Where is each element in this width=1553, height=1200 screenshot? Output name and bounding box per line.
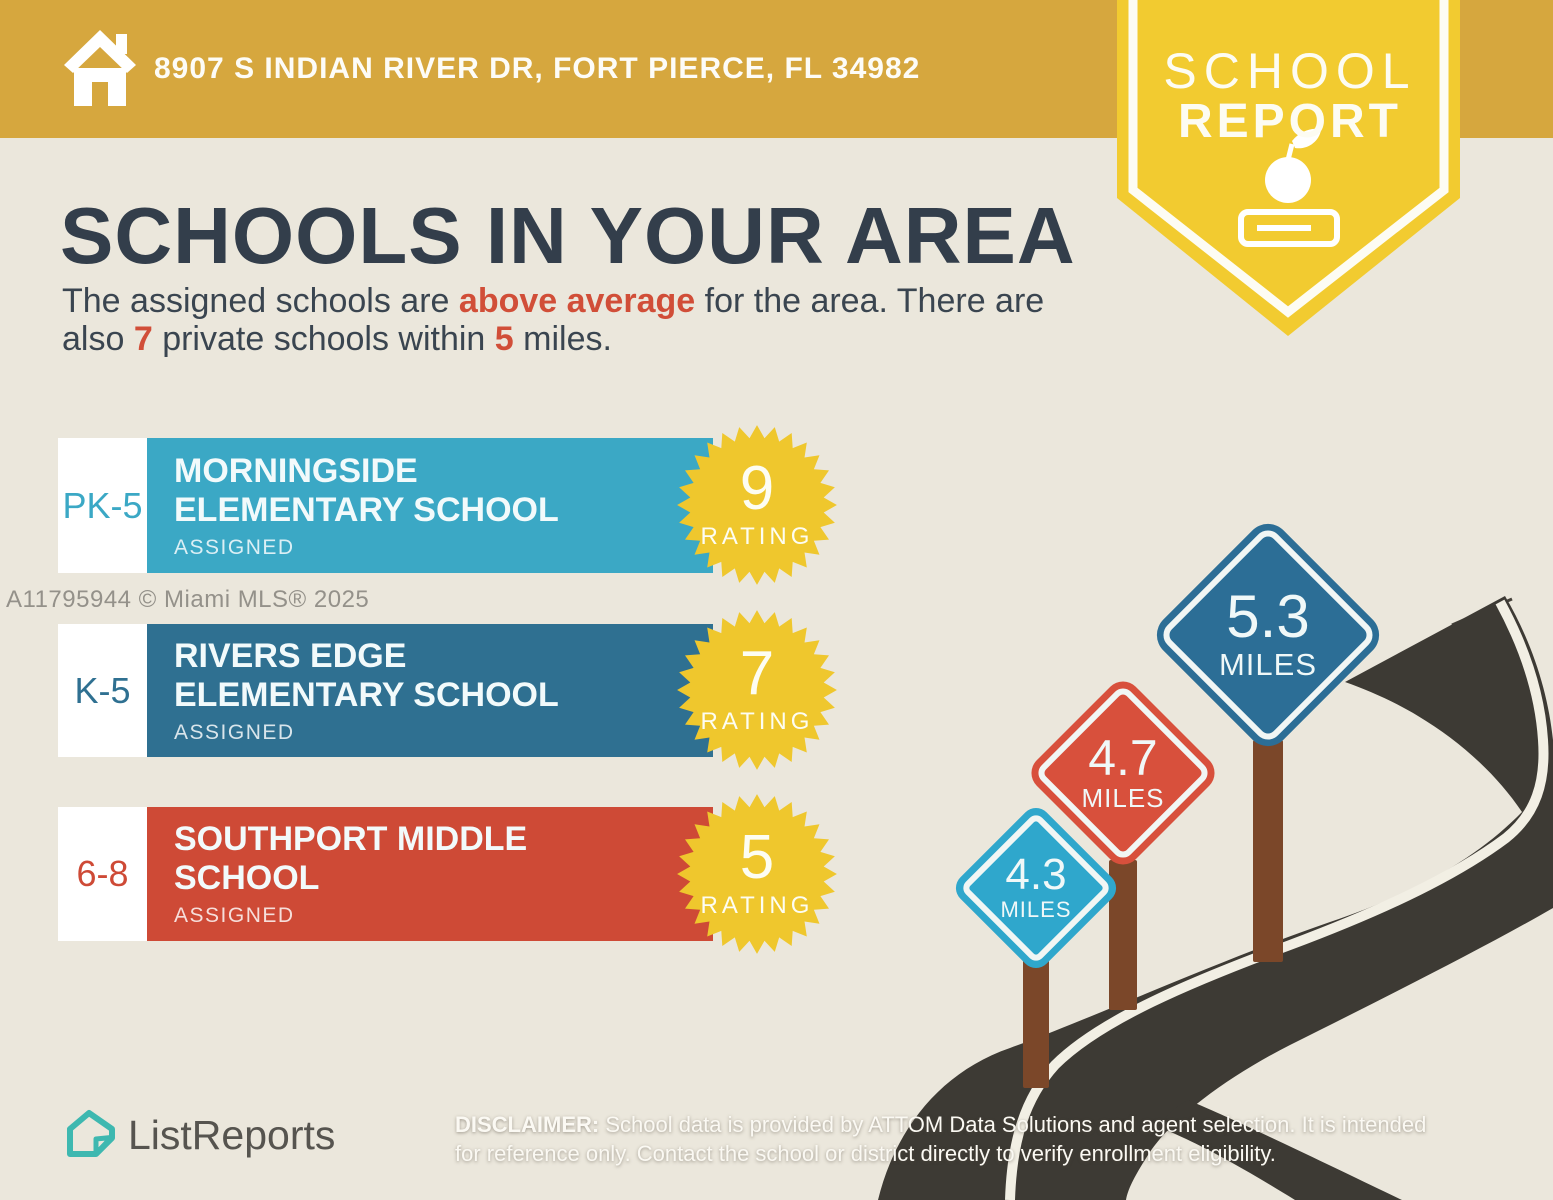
starburst-icon — [677, 794, 837, 954]
book-icon — [1238, 209, 1340, 247]
property-address: 8907 S INDIAN RIVER DR, FORT PIERCE, FL … — [154, 52, 921, 85]
subtitle-segment: The assigned schools are — [62, 282, 459, 320]
summary-text: The assigned schools are above average f… — [62, 282, 1077, 358]
road-lower-band — [1158, 1100, 1402, 1200]
school-row-morningside: PK-5 MORNINGSIDE ELEMENTARY SCHOOL ASSIG… — [58, 438, 848, 573]
school-bar: SOUTHPORT MIDDLE SCHOOL ASSIGNED — [147, 807, 713, 941]
school-row-southport: 6-8 SOUTHPORT MIDDLE SCHOOL ASSIGNED — [58, 807, 848, 941]
starburst-icon — [677, 610, 837, 770]
rating-text: 7 RATING — [672, 605, 842, 775]
rating-label: RATING — [700, 892, 814, 919]
sign-miles-unit: MILES — [1218, 647, 1318, 682]
subtitle-segment: for the area. There are also — [62, 282, 1045, 358]
disclaimer-line2: for reference only. Contact the school o… — [455, 1141, 1276, 1166]
grade-range: 6-8 — [76, 853, 129, 894]
school-name: MORNINGSIDE ELEMENTARY SCHOOL — [174, 451, 559, 529]
disclaimer: DISCLAIMER: School data is provided by A… — [455, 1110, 1426, 1168]
subtitle-segment: private schools within — [152, 320, 495, 358]
brand-name: ListReports — [128, 1112, 336, 1158]
school-report-ribbon — [1117, 0, 1460, 336]
school-name: SOUTHPORT MIDDLE SCHOOL — [174, 820, 528, 897]
rating-text: 5 RATING — [672, 789, 842, 959]
rating-label: RATING — [700, 523, 814, 550]
rating-badge: 7 RATING — [672, 605, 842, 775]
rating-badge: 9 RATING — [672, 420, 842, 590]
grade-range-box: PK-5 — [58, 438, 147, 573]
badge-title-line1: SCHOOL — [1163, 43, 1417, 99]
sign-post-cyan — [1023, 960, 1049, 1088]
rating-label: RATING — [700, 708, 814, 735]
disclaimer-text: School data is provided by ATTOM Data So… — [599, 1112, 1427, 1137]
subtitle-segment: miles. — [513, 320, 612, 358]
home-icon — [64, 30, 136, 106]
listreports-house-icon — [67, 1110, 115, 1157]
rating-value: 5 — [739, 823, 775, 892]
subtitle-segment: 7 — [133, 320, 153, 358]
assigned-label: ASSIGNED — [174, 535, 295, 559]
grade-range-box: K-5 — [58, 624, 147, 757]
sign-miles-unit: MILES — [1081, 782, 1165, 813]
rating-badge: 5 RATING — [672, 789, 842, 959]
grade-range-box: 6-8 — [58, 807, 147, 941]
disclaimer-label: DISCLAIMER: — [455, 1112, 600, 1137]
subtitle-segment: above average — [458, 282, 696, 320]
mls-watermark: A11795944 © Miami MLS® 2025 — [6, 586, 370, 613]
subtitle-segment: 5 — [494, 320, 514, 358]
rating-value: 9 — [739, 454, 775, 523]
badge-title-line2: REPORT — [1177, 95, 1402, 148]
sign-label: 4.3 MILES — [975, 827, 1097, 949]
sign-post-blue — [1253, 740, 1283, 962]
rating-value: 7 — [739, 639, 775, 708]
sign-label: 4.7 MILES — [1053, 703, 1193, 843]
sign-miles-value: 4.7 — [1088, 729, 1158, 786]
sign-miles-unit: MILES — [1000, 897, 1072, 922]
disclaimer-line1: DISCLAIMER: School data is provided by A… — [455, 1110, 1426, 1139]
grade-range: K-5 — [74, 669, 131, 711]
school-bar: MORNINGSIDE ELEMENTARY SCHOOL ASSIGNED — [147, 438, 713, 573]
school-bar: RIVERS EDGE ELEMENTARY SCHOOL ASSIGNED — [147, 624, 713, 757]
road-edge-line — [1005, 599, 1549, 1200]
mileage-sign-5-3: 5.3 MILES — [1147, 514, 1389, 756]
assigned-label: ASSIGNED — [174, 904, 295, 927]
starburst-icon — [677, 425, 837, 585]
apple-icon — [1265, 128, 1321, 203]
page-title: SCHOOLS IN YOUR AREA — [60, 191, 1076, 280]
school-name: RIVERS EDGE ELEMENTARY SCHOOL — [174, 636, 559, 714]
rating-text: 9 RATING — [672, 420, 842, 590]
sign-label: 5.3 MILES — [1183, 550, 1353, 720]
grade-range: PK-5 — [62, 484, 143, 526]
sign-miles-value: 4.3 — [1005, 850, 1067, 899]
school-row-rivers-edge: K-5 RIVERS EDGE ELEMENTARY SCHOOL ASSIGN… — [58, 624, 848, 757]
assigned-label: ASSIGNED — [174, 720, 295, 744]
sign-miles-value: 5.3 — [1226, 583, 1310, 650]
